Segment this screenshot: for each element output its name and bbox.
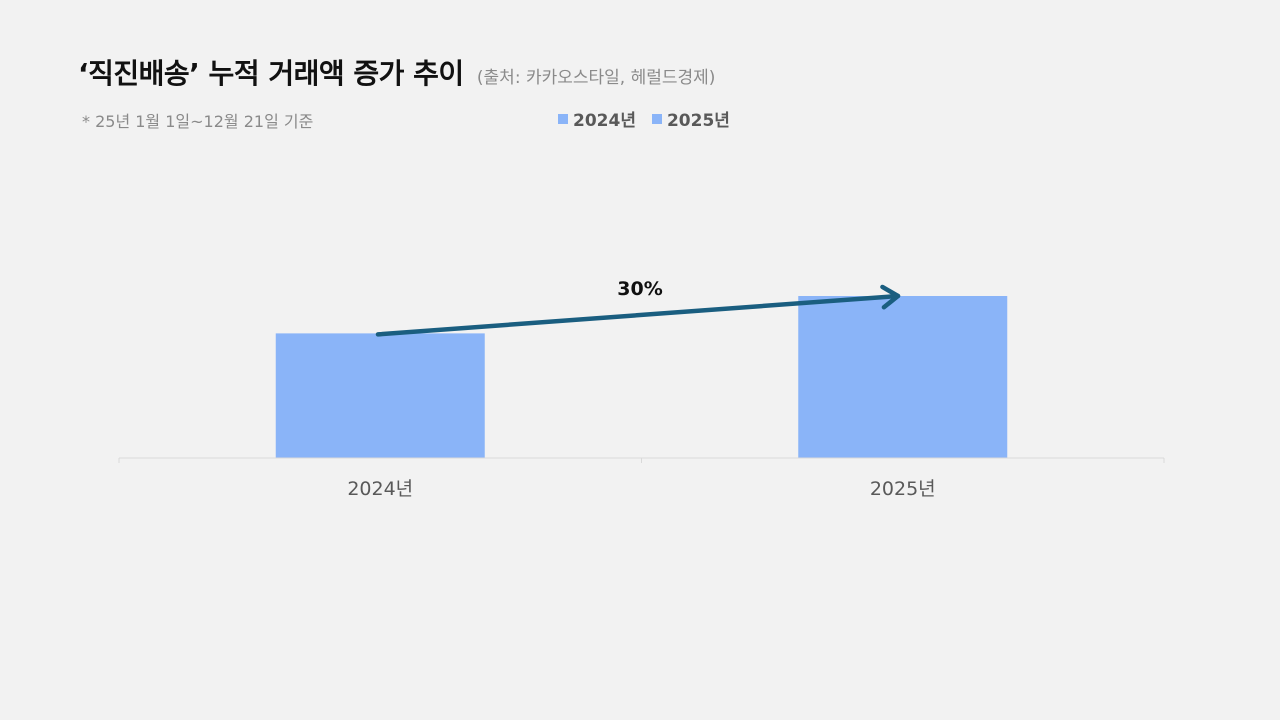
legend-label-2024: 2024년 bbox=[573, 111, 636, 131]
bar-2024년 bbox=[275, 333, 485, 458]
x-tick-label: 2025년 bbox=[870, 478, 936, 500]
chart-source: (출처: 카카오스타일, 헤럴드경제) bbox=[476, 68, 716, 88]
chart-title: ‘직진배송’ 누적 거래액 증가 추이 (출처: 카카오스타일, 헤럴드경제) bbox=[78, 52, 715, 92]
growth-arrow-line bbox=[375, 293, 901, 337]
chart-legend: 2024년 2025년 bbox=[558, 106, 730, 131]
legend-label-2025: 2025년 bbox=[666, 111, 730, 131]
legend-item-2025: 2025년 bbox=[651, 106, 730, 131]
legend-swatch-2024 bbox=[558, 113, 568, 124]
chart-note: * 25년 1월 1일~12월 21일 기준 bbox=[82, 112, 314, 131]
chart-title-text: ‘직진배송’ 누적 거래액 증가 추이 bbox=[78, 57, 464, 90]
legend-swatch-2025 bbox=[651, 113, 662, 124]
growth-annotation-label: 30% bbox=[617, 278, 662, 300]
x-tick-label: 2024년 bbox=[347, 478, 413, 500]
legend-item-2024: 2024년 bbox=[558, 106, 636, 131]
growth-arrow-head bbox=[880, 284, 901, 310]
bar-2025년 bbox=[798, 296, 1008, 458]
